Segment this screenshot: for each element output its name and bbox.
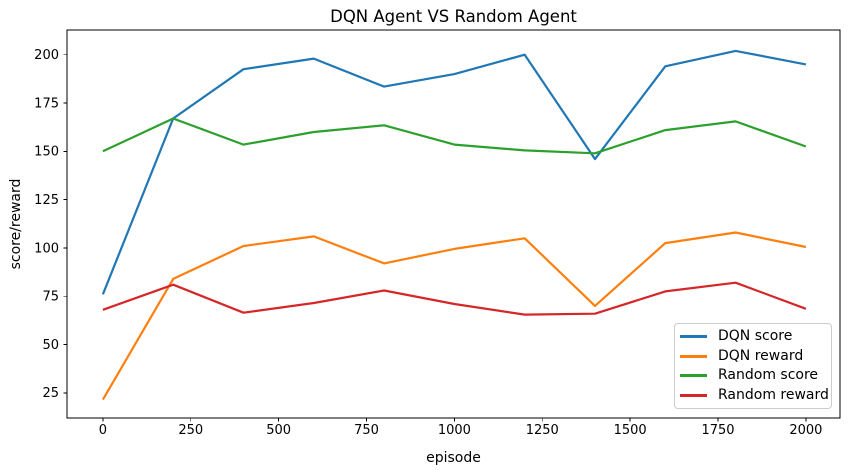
series-line-dqn-score: [101, 49, 807, 295]
x-tick-label: 250: [178, 423, 203, 438]
chart-title: DQN Agent VS Random Agent: [330, 7, 577, 26]
legend-label: Random score: [718, 367, 819, 384]
y-tick-label: 75: [42, 290, 59, 305]
x-tick-label: 1000: [438, 423, 471, 438]
series-line-random-score: [102, 117, 807, 155]
y-tick-label: 25: [42, 386, 59, 401]
series-line-dqn-reward: [101, 231, 807, 401]
legend: DQN score DQN reward Random score Random re…: [674, 323, 832, 409]
legend-item-dqn-reward: DQN reward: [675, 347, 831, 367]
y-tick-label: 150: [34, 145, 59, 160]
series-line-random-reward: [102, 281, 807, 316]
x-tick-label: 500: [266, 423, 291, 438]
legend-item-random-reward: Random reward: [675, 386, 831, 406]
y-tick-label: 125: [34, 193, 59, 208]
legend-line-sample: [680, 335, 707, 339]
y-axis-label: score/reward: [8, 178, 24, 270]
x-tick-label: 750: [354, 423, 379, 438]
legend-line-sample: [680, 354, 707, 358]
plot-border: [66, 29, 841, 419]
y-tick-label: 50: [42, 338, 59, 353]
y-tick-label: 100: [34, 241, 59, 256]
x-tick-label: 1250: [526, 423, 559, 438]
x-tick-label: 2000: [789, 423, 822, 438]
legend-line-sample: [680, 374, 707, 378]
x-tick-label: 0: [99, 423, 107, 438]
legend-item-random-score: Random score: [675, 366, 831, 386]
y-tick-label: 175: [34, 96, 59, 111]
x-tick-label: 1750: [701, 423, 734, 438]
legend-line-sample: [680, 393, 707, 397]
x-tick-label: 1500: [614, 423, 647, 438]
legend-item-dqn-score: DQN score: [675, 327, 831, 347]
x-axis-label: episode: [426, 450, 481, 466]
legend-label: DQN reward: [718, 347, 804, 364]
y-tick-label: 200: [34, 48, 59, 63]
legend-label: Random reward: [718, 386, 829, 403]
legend-label: DQN score: [718, 328, 793, 345]
